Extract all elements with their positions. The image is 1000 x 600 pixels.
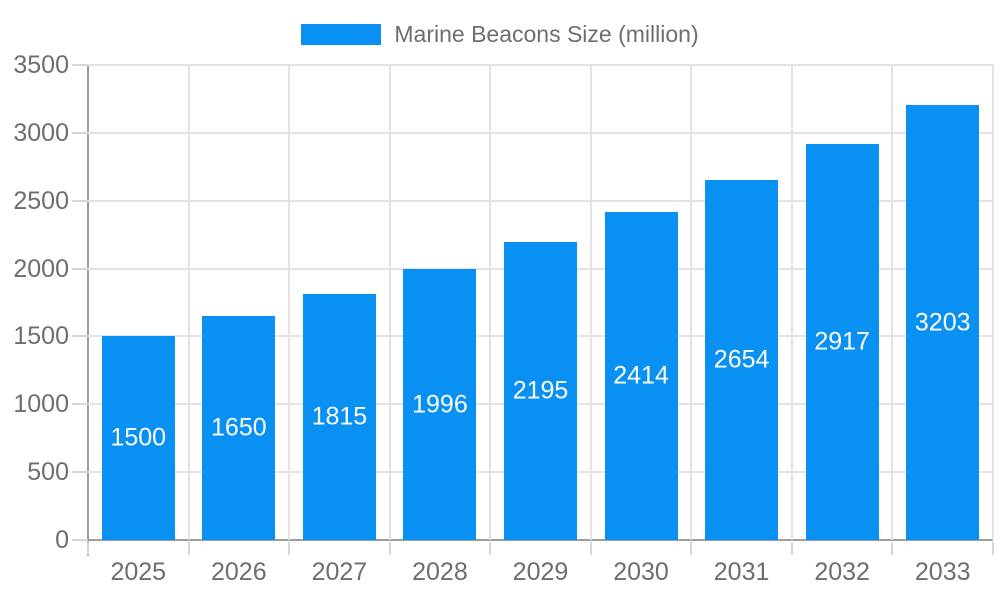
x-tick-mark: [690, 542, 693, 555]
x-gridline: [891, 65, 894, 540]
bar: 2195: [504, 242, 577, 540]
y-tick-mark: [72, 267, 88, 270]
y-tick-label: 2000: [13, 254, 69, 283]
x-tick-mark: [589, 542, 592, 555]
x-tick-mark: [288, 542, 291, 555]
y-tick-label: 1500: [13, 322, 69, 351]
x-tick-mark: [992, 542, 994, 555]
bar: 2917: [805, 144, 879, 540]
x-tick-mark: [87, 542, 89, 555]
bar-value-label: 3203: [914, 308, 971, 337]
y-tick-mark: [72, 64, 88, 66]
y-axis-line: [87, 65, 89, 556]
x-tick-label: 2029: [512, 558, 569, 586]
x-tick-label: 2028: [412, 558, 468, 586]
y-tick-mark: [72, 199, 88, 202]
y-tick-mark: [72, 403, 88, 406]
y-tick-mark: [72, 471, 88, 474]
x-gridline: [589, 65, 592, 540]
x-tick-mark: [790, 542, 793, 555]
bar-value-label: 1500: [110, 423, 167, 452]
legend-label: Marine Beacons Size (million): [394, 21, 699, 47]
x-gridline: [187, 65, 190, 540]
chart-legend: Marine Beacons Size (million): [0, 22, 1000, 46]
bar: 3203: [906, 105, 980, 540]
y-tick-mark: [72, 131, 88, 134]
x-tick-label: 2032: [814, 558, 870, 586]
x-gridline: [388, 65, 391, 540]
bar-value-label: 2917: [814, 327, 870, 356]
bar: 1815: [302, 293, 376, 540]
y-tick-label: 500: [27, 458, 69, 487]
bar-value-label: 1815: [311, 402, 368, 431]
y-tick-label: 3000: [13, 118, 69, 147]
x-gridline: [288, 65, 291, 540]
x-gridline: [690, 65, 693, 540]
bar-value-label: 2414: [613, 361, 669, 390]
bar: 2654: [705, 179, 779, 540]
plot-area: 1500 1650 1815 1996 2195 2414 2654 2917 3203: [88, 64, 994, 540]
bar: 2414: [604, 212, 678, 540]
x-tick-label: 2026: [211, 558, 267, 586]
y-tick-label: 0: [55, 526, 69, 554]
bar-value-label: 2654: [713, 345, 770, 374]
y-tick-label: 3500: [13, 51, 69, 79]
legend-swatch: [301, 23, 382, 45]
x-axis-line: [80, 539, 993, 541]
y-tick-label: 2500: [13, 186, 69, 215]
bar-value-label: 1650: [211, 413, 267, 442]
x-tick-label: 2027: [311, 558, 368, 586]
x-gridline: [992, 65, 994, 540]
y-tick-mark: [72, 539, 88, 541]
bar: 1650: [202, 316, 276, 540]
x-gridline: [790, 65, 793, 540]
x-tick-mark: [489, 542, 492, 555]
bar-value-label: 1996: [412, 390, 468, 419]
bar-value-label: 2195: [512, 376, 569, 405]
x-tick-mark: [187, 542, 190, 555]
bar: 1500: [101, 336, 175, 540]
x-tick-label: 2030: [613, 558, 669, 586]
y-tick-label: 1000: [13, 390, 69, 419]
x-tick-mark: [388, 542, 391, 555]
bar: 1996: [403, 269, 477, 540]
x-tick-label: 2025: [110, 558, 167, 586]
x-tick-label: 2031: [713, 558, 770, 586]
x-tick-label: 2033: [914, 558, 971, 586]
y-gridline: [88, 131, 993, 134]
x-gridline: [489, 65, 492, 540]
y-gridline: [88, 64, 993, 66]
y-tick-mark: [72, 335, 88, 338]
x-tick-mark: [891, 542, 894, 555]
